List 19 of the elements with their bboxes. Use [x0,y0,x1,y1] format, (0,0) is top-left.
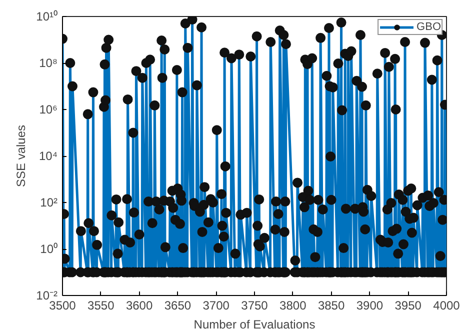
x-tick-label: 3900 [356,298,384,312]
y-tick-label: 10¹⁰ [36,10,58,24]
x-tick-label: 3800 [280,298,307,312]
x-tick-label: 3600 [126,298,153,312]
x-axis-title: Number of Evaluations [194,318,316,332]
y-tick-label: 10² [40,196,58,210]
x-tick-label: 3850 [318,298,345,312]
x-tick-label: 3700 [202,298,230,312]
x-tick-label: 3550 [88,298,115,312]
x-tick-label: 3950 [394,298,422,312]
y-tick-label: 10⁶ [39,102,58,116]
y-tick-label: 10⁰ [40,242,58,256]
y-tick-label: 10⁸ [39,56,58,70]
legend-label: GBO [416,21,441,33]
x-tick-label: 3750 [241,298,268,312]
y-tick-label: 10⁴ [38,149,58,163]
x-tick-label: 4000 [433,298,460,312]
x-tick-label: 3650 [164,298,192,312]
y-axis-title: SSE values [14,124,28,188]
